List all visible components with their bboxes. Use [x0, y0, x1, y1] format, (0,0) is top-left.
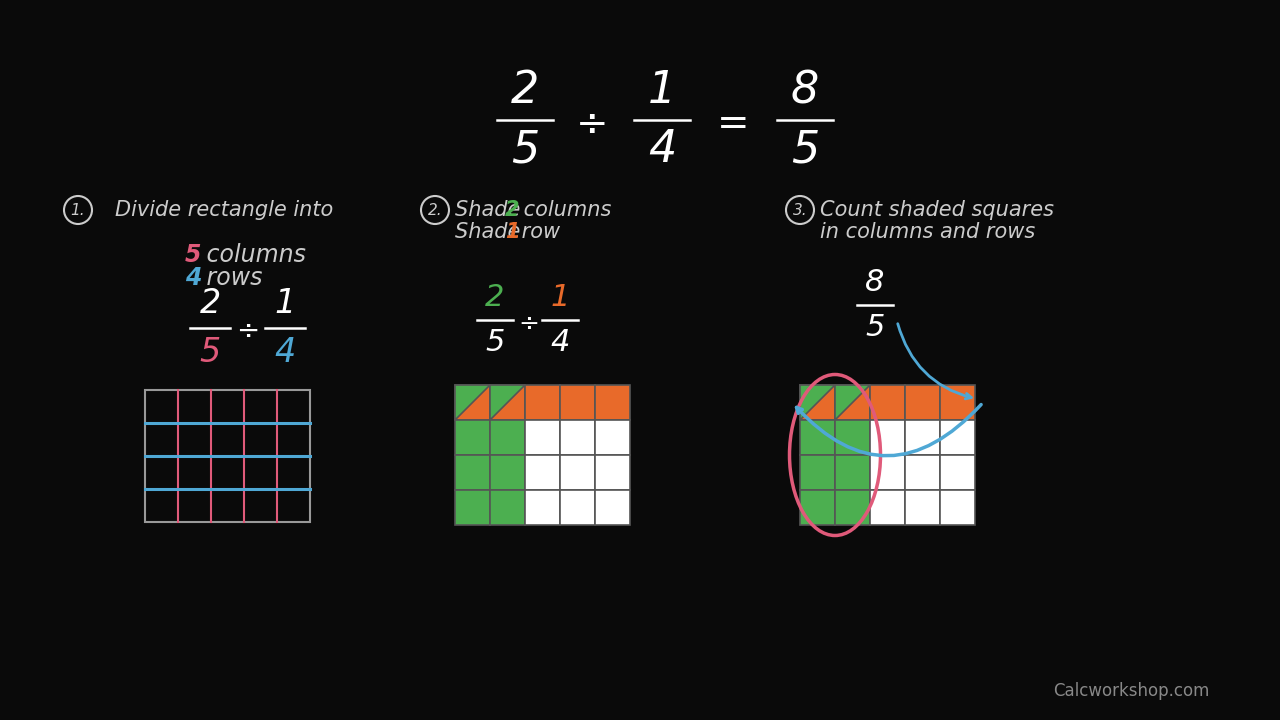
Text: 2.: 2.: [428, 202, 443, 217]
Text: =: =: [717, 105, 749, 143]
Text: columns: columns: [517, 200, 612, 220]
Bar: [905, 385, 940, 420]
Bar: [870, 490, 905, 525]
Text: 4: 4: [550, 328, 570, 357]
Text: ÷: ÷: [237, 318, 260, 346]
Text: Divide rectangle into: Divide rectangle into: [115, 200, 333, 220]
Bar: [454, 455, 490, 490]
Bar: [559, 490, 595, 525]
Text: 2: 2: [506, 200, 520, 220]
Text: 8: 8: [865, 268, 884, 297]
Text: ÷: ÷: [576, 105, 608, 143]
Text: Shade: Shade: [454, 200, 527, 220]
Bar: [940, 385, 975, 420]
Text: 5: 5: [865, 313, 884, 342]
Text: 5: 5: [511, 128, 539, 171]
Polygon shape: [800, 385, 835, 420]
Text: Shade: Shade: [454, 222, 527, 242]
Text: Count shaded squares: Count shaded squares: [820, 200, 1053, 220]
Text: 5: 5: [485, 328, 504, 357]
Bar: [940, 455, 975, 490]
Bar: [490, 385, 525, 420]
Bar: [940, 420, 975, 455]
Text: columns: columns: [198, 243, 306, 267]
Bar: [145, 390, 310, 522]
Bar: [870, 385, 905, 420]
Bar: [800, 455, 835, 490]
Bar: [559, 385, 595, 420]
Bar: [525, 385, 559, 420]
Bar: [905, 420, 940, 455]
Bar: [595, 455, 630, 490]
Text: 2: 2: [511, 69, 539, 112]
Bar: [454, 385, 490, 420]
Bar: [905, 490, 940, 525]
Text: 5: 5: [200, 336, 220, 369]
Bar: [905, 455, 940, 490]
Bar: [870, 420, 905, 455]
Text: ÷: ÷: [518, 312, 539, 336]
Bar: [454, 490, 490, 525]
Text: 1: 1: [550, 283, 570, 312]
Polygon shape: [835, 385, 870, 420]
Bar: [490, 490, 525, 525]
Bar: [595, 420, 630, 455]
Text: rows: rows: [198, 266, 262, 290]
Bar: [559, 420, 595, 455]
Bar: [835, 420, 870, 455]
Text: 2: 2: [200, 287, 220, 320]
Bar: [595, 385, 630, 420]
Text: 1.: 1.: [70, 202, 86, 217]
Bar: [870, 455, 905, 490]
Polygon shape: [490, 385, 525, 420]
Bar: [940, 490, 975, 525]
Bar: [800, 490, 835, 525]
Bar: [800, 385, 835, 420]
Bar: [525, 455, 559, 490]
Text: 5: 5: [791, 128, 819, 171]
Text: 3.: 3.: [792, 202, 808, 217]
Text: 1: 1: [648, 69, 676, 112]
Text: in columns and rows: in columns and rows: [820, 222, 1036, 242]
Text: 2: 2: [485, 283, 504, 312]
Text: Calcworkshop.com: Calcworkshop.com: [1053, 682, 1210, 700]
Polygon shape: [454, 385, 490, 420]
Text: 4: 4: [274, 336, 296, 369]
Text: 4: 4: [186, 266, 201, 290]
Text: 1: 1: [506, 222, 520, 242]
Bar: [490, 420, 525, 455]
Bar: [835, 455, 870, 490]
Bar: [835, 385, 870, 420]
Bar: [800, 420, 835, 455]
Text: 8: 8: [791, 69, 819, 112]
Text: row: row: [515, 222, 561, 242]
Text: 5: 5: [186, 243, 201, 267]
Bar: [559, 455, 595, 490]
Bar: [525, 490, 559, 525]
Bar: [490, 455, 525, 490]
Bar: [454, 420, 490, 455]
Text: 1: 1: [274, 287, 296, 320]
Bar: [835, 490, 870, 525]
Text: 4: 4: [648, 128, 676, 171]
Bar: [595, 490, 630, 525]
Bar: [525, 420, 559, 455]
